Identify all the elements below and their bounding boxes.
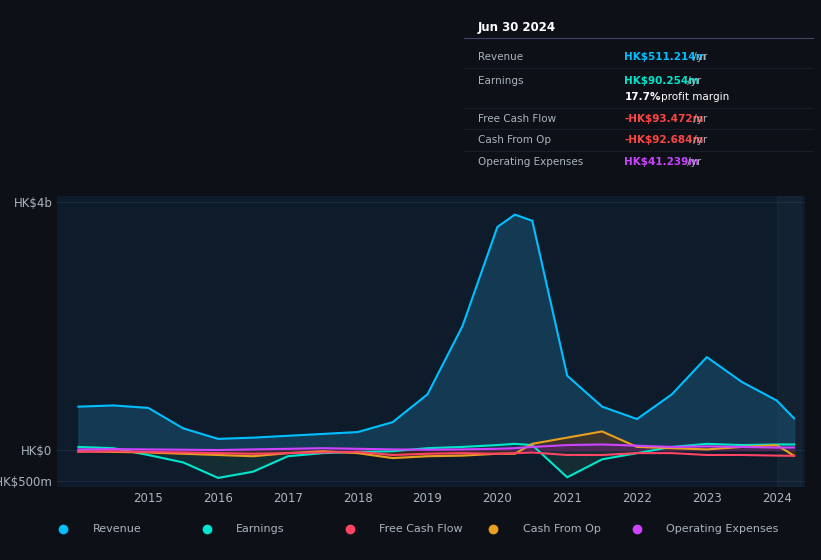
Text: -HK$92.684m: -HK$92.684m <box>624 135 704 145</box>
Text: Cash From Op: Cash From Op <box>523 524 601 534</box>
Text: Earnings: Earnings <box>236 524 285 534</box>
Text: Cash From Op: Cash From Op <box>478 135 551 145</box>
Text: Free Cash Flow: Free Cash Flow <box>379 524 463 534</box>
Text: Operating Expenses: Operating Expenses <box>478 157 583 166</box>
Text: Revenue: Revenue <box>478 53 523 63</box>
Text: /yr: /yr <box>684 157 701 166</box>
Text: Revenue: Revenue <box>93 524 141 534</box>
Text: Jun 30 2024: Jun 30 2024 <box>478 21 556 34</box>
Text: Operating Expenses: Operating Expenses <box>666 524 778 534</box>
Text: /yr: /yr <box>690 53 707 63</box>
Text: HK$90.254m: HK$90.254m <box>624 76 699 86</box>
Text: HK$511.214m: HK$511.214m <box>624 53 707 63</box>
Text: /yr: /yr <box>690 135 707 145</box>
Bar <box>777 196 801 487</box>
Text: Free Cash Flow: Free Cash Flow <box>478 114 556 124</box>
Text: /yr: /yr <box>690 114 707 124</box>
Text: Earnings: Earnings <box>478 76 523 86</box>
Text: -HK$93.472m: -HK$93.472m <box>624 114 704 124</box>
Text: /yr: /yr <box>684 76 701 86</box>
Text: HK$41.239m: HK$41.239m <box>624 157 699 166</box>
Text: 17.7%: 17.7% <box>624 92 661 102</box>
Text: profit margin: profit margin <box>661 92 729 102</box>
